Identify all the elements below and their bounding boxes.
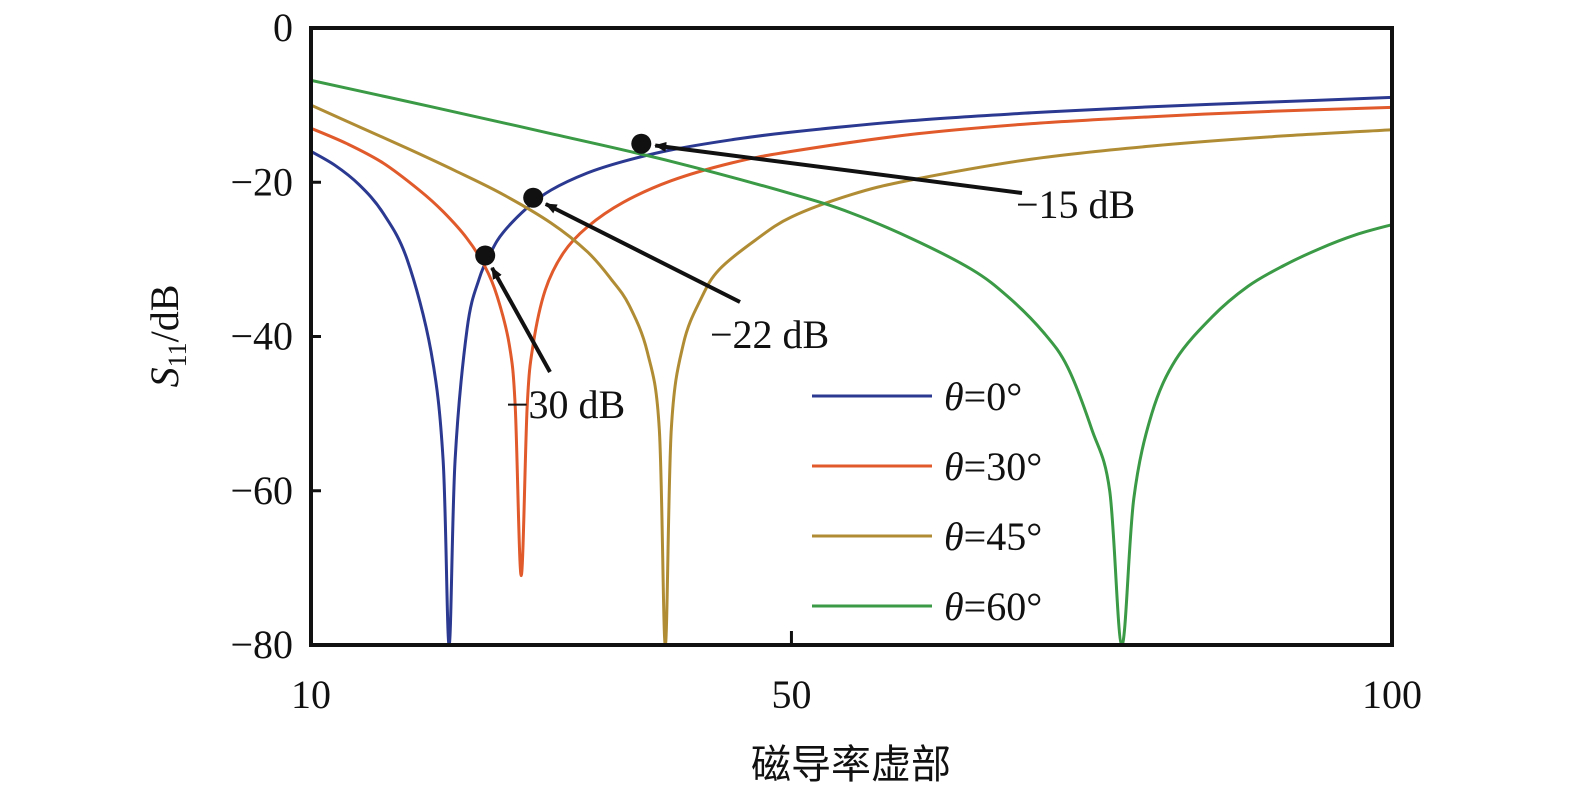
y-axis: 0 −20 −40 −60 −80 — [230, 5, 321, 667]
annotation-label: −30 dB — [506, 382, 625, 427]
y-tick-label: −20 — [230, 159, 293, 204]
annotation-point — [631, 133, 652, 154]
y-tick-label: −40 — [230, 314, 293, 359]
annotation-arrow — [654, 141, 1023, 195]
y-axis-title: S11/dB — [142, 285, 192, 388]
x-axis: 10 50 100 — [291, 631, 1422, 717]
annotation-label: −15 dB — [1016, 182, 1135, 227]
series-line-theta-0 — [311, 95, 1392, 645]
y-tick-label: −80 — [230, 622, 293, 667]
y-axis-title-rest: /dB — [142, 285, 187, 343]
annotation-point — [475, 245, 496, 266]
x-tick-label: 10 — [291, 672, 331, 717]
plot-background — [311, 28, 1392, 645]
series-line-theta-45 — [311, 103, 1392, 645]
annotations-layer: −15 dB −22 dB −30 dB — [475, 133, 1135, 427]
legend-label-theta-0: θ=0° — [944, 374, 1022, 419]
x-tick-label: 100 — [1362, 672, 1422, 717]
annotation-arrow — [490, 266, 552, 373]
y-axis-title-sub: 11 — [163, 342, 192, 367]
annotation-label: −22 dB — [710, 312, 829, 357]
annotation-point — [523, 187, 544, 208]
legend-label-theta-60: θ=60° — [944, 584, 1042, 629]
series-line-theta-60 — [311, 78, 1392, 645]
y-tick-label: 0 — [273, 5, 293, 50]
series-line-theta-30 — [311, 105, 1392, 578]
x-tick-label: 50 — [771, 672, 811, 717]
y-tick-label: −60 — [230, 468, 293, 513]
legend-label-theta-30: θ=30° — [944, 444, 1042, 489]
y-axis-title-main: S — [142, 367, 187, 387]
x-axis-title: 磁导率虚部 — [751, 742, 951, 787]
annotation-arrow — [544, 202, 741, 304]
legend: θ=0° θ=30° θ=45° θ=60° — [812, 374, 1042, 629]
series-layer — [311, 78, 1392, 645]
legend-label-theta-45: θ=45° — [944, 514, 1042, 559]
